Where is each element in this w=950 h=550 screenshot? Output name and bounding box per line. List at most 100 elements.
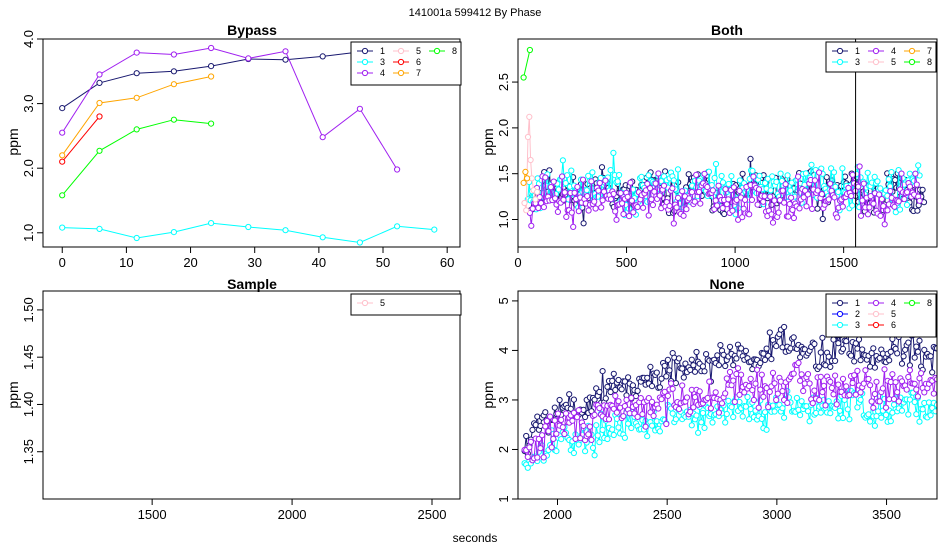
point-none-1 <box>551 404 558 411</box>
point-none-3 <box>709 419 716 426</box>
point-both-1 <box>814 205 821 212</box>
point-both-4 <box>547 184 555 191</box>
ytick-label-sample: 1.40 <box>21 392 36 417</box>
point-both-4 <box>761 193 768 200</box>
point-both-4 <box>540 204 548 211</box>
ytick-label-both: 1.0 <box>496 210 511 228</box>
legend-box-sample <box>350 293 462 316</box>
point-none-1 <box>870 345 877 352</box>
point-both-3 <box>773 178 780 185</box>
point-none-1 <box>680 374 687 381</box>
point-none-4 <box>575 407 582 414</box>
xtick-label-bypass: 20 <box>183 255 197 270</box>
point-both-4 <box>804 191 812 198</box>
point-none-4 <box>828 384 836 391</box>
ytick-label-sample: 1.45 <box>21 345 36 370</box>
point-none-3 <box>911 398 918 406</box>
point-both-4 <box>579 176 587 183</box>
panel-title-sample: Sample <box>227 276 277 292</box>
series-line-bypass-4 <box>61 47 398 170</box>
point-none-3 <box>779 405 786 412</box>
point-both-1 <box>892 176 899 184</box>
point-none-1 <box>839 345 847 352</box>
point-none-4 <box>833 401 840 408</box>
point-none-1 <box>760 350 767 357</box>
point-none-1 <box>905 339 912 346</box>
point-bypass-3 <box>319 234 326 241</box>
point-both-4 <box>866 204 873 211</box>
point-none-4 <box>820 382 828 389</box>
point-none-4 <box>757 386 764 393</box>
point-both-3 <box>749 167 756 174</box>
point-both-3 <box>610 149 617 156</box>
point-none-3 <box>656 428 664 435</box>
point-both-3 <box>769 173 776 180</box>
point-both-4 <box>648 196 655 203</box>
point-both-3 <box>915 162 922 169</box>
xtick-label-both: 500 <box>616 255 638 270</box>
point-none-4 <box>730 377 737 384</box>
panel-none: None ppm <box>480 276 745 409</box>
point-bypass-3 <box>394 223 401 230</box>
point-none-4 <box>558 416 565 423</box>
point-both-3 <box>711 174 718 182</box>
legend-swatch-point-both-7 <box>908 47 916 55</box>
point-none-1 <box>929 369 936 376</box>
point-both-4 <box>554 208 562 215</box>
point-bypass-4 <box>208 44 215 52</box>
legend-swatch-point-both-5 <box>872 58 880 66</box>
point-bypass-7 <box>59 152 66 159</box>
xtick-label-sample: 1500 <box>138 507 167 522</box>
point-none-3 <box>916 418 923 425</box>
point-both-4 <box>588 178 595 185</box>
legend-box-both <box>825 41 937 73</box>
point-none-4 <box>822 402 829 409</box>
point-both-4 <box>800 194 807 201</box>
point-none-3 <box>763 426 770 433</box>
point-none-3 <box>728 404 735 411</box>
point-none-4 <box>746 383 753 390</box>
xtick-label-both: 1000 <box>721 255 750 270</box>
point-none-4 <box>882 404 890 411</box>
point-none-3 <box>890 401 898 408</box>
point-none-1 <box>781 323 788 331</box>
series-group-both <box>520 46 928 230</box>
point-both-3 <box>728 173 735 180</box>
point-both-8 <box>526 46 534 54</box>
point-none-3 <box>913 411 920 418</box>
point-none-4 <box>750 396 758 404</box>
point-none-4 <box>867 382 874 389</box>
point-none-3 <box>758 415 765 422</box>
point-none-1 <box>851 358 858 365</box>
point-none-4 <box>605 416 613 423</box>
point-none-3 <box>871 422 879 429</box>
point-bypass-6 <box>59 158 66 165</box>
point-none-1 <box>921 346 928 353</box>
point-both-4 <box>729 207 736 214</box>
point-both-3 <box>808 161 815 168</box>
point-both-4 <box>596 179 603 187</box>
point-both-4 <box>704 183 711 191</box>
ytick-label-bypass: 2.0 <box>21 159 36 177</box>
point-none-4 <box>892 379 899 386</box>
point-none-3 <box>839 414 847 422</box>
point-none-1 <box>714 352 721 359</box>
ylabel-bypass: ppm <box>5 128 21 155</box>
point-none-4 <box>545 428 552 435</box>
point-none-3 <box>932 408 937 415</box>
point-none-4 <box>747 375 754 382</box>
point-both-3 <box>896 206 904 213</box>
point-both-4 <box>561 189 568 196</box>
legend-swatch-point-bypass-6 <box>397 58 405 66</box>
point-none-4 <box>551 417 558 424</box>
point-both-5 <box>534 188 541 196</box>
point-none-4 <box>911 380 918 387</box>
legend-swatch-point-bypass-3 <box>361 58 369 66</box>
legend-label-bypass-8: 8 <box>452 46 457 56</box>
point-bypass-3 <box>356 239 363 246</box>
point-both-1 <box>823 174 830 181</box>
point-none-4 <box>554 410 562 417</box>
xtick-label-bypass: 50 <box>376 255 390 270</box>
point-both-3 <box>589 169 596 176</box>
